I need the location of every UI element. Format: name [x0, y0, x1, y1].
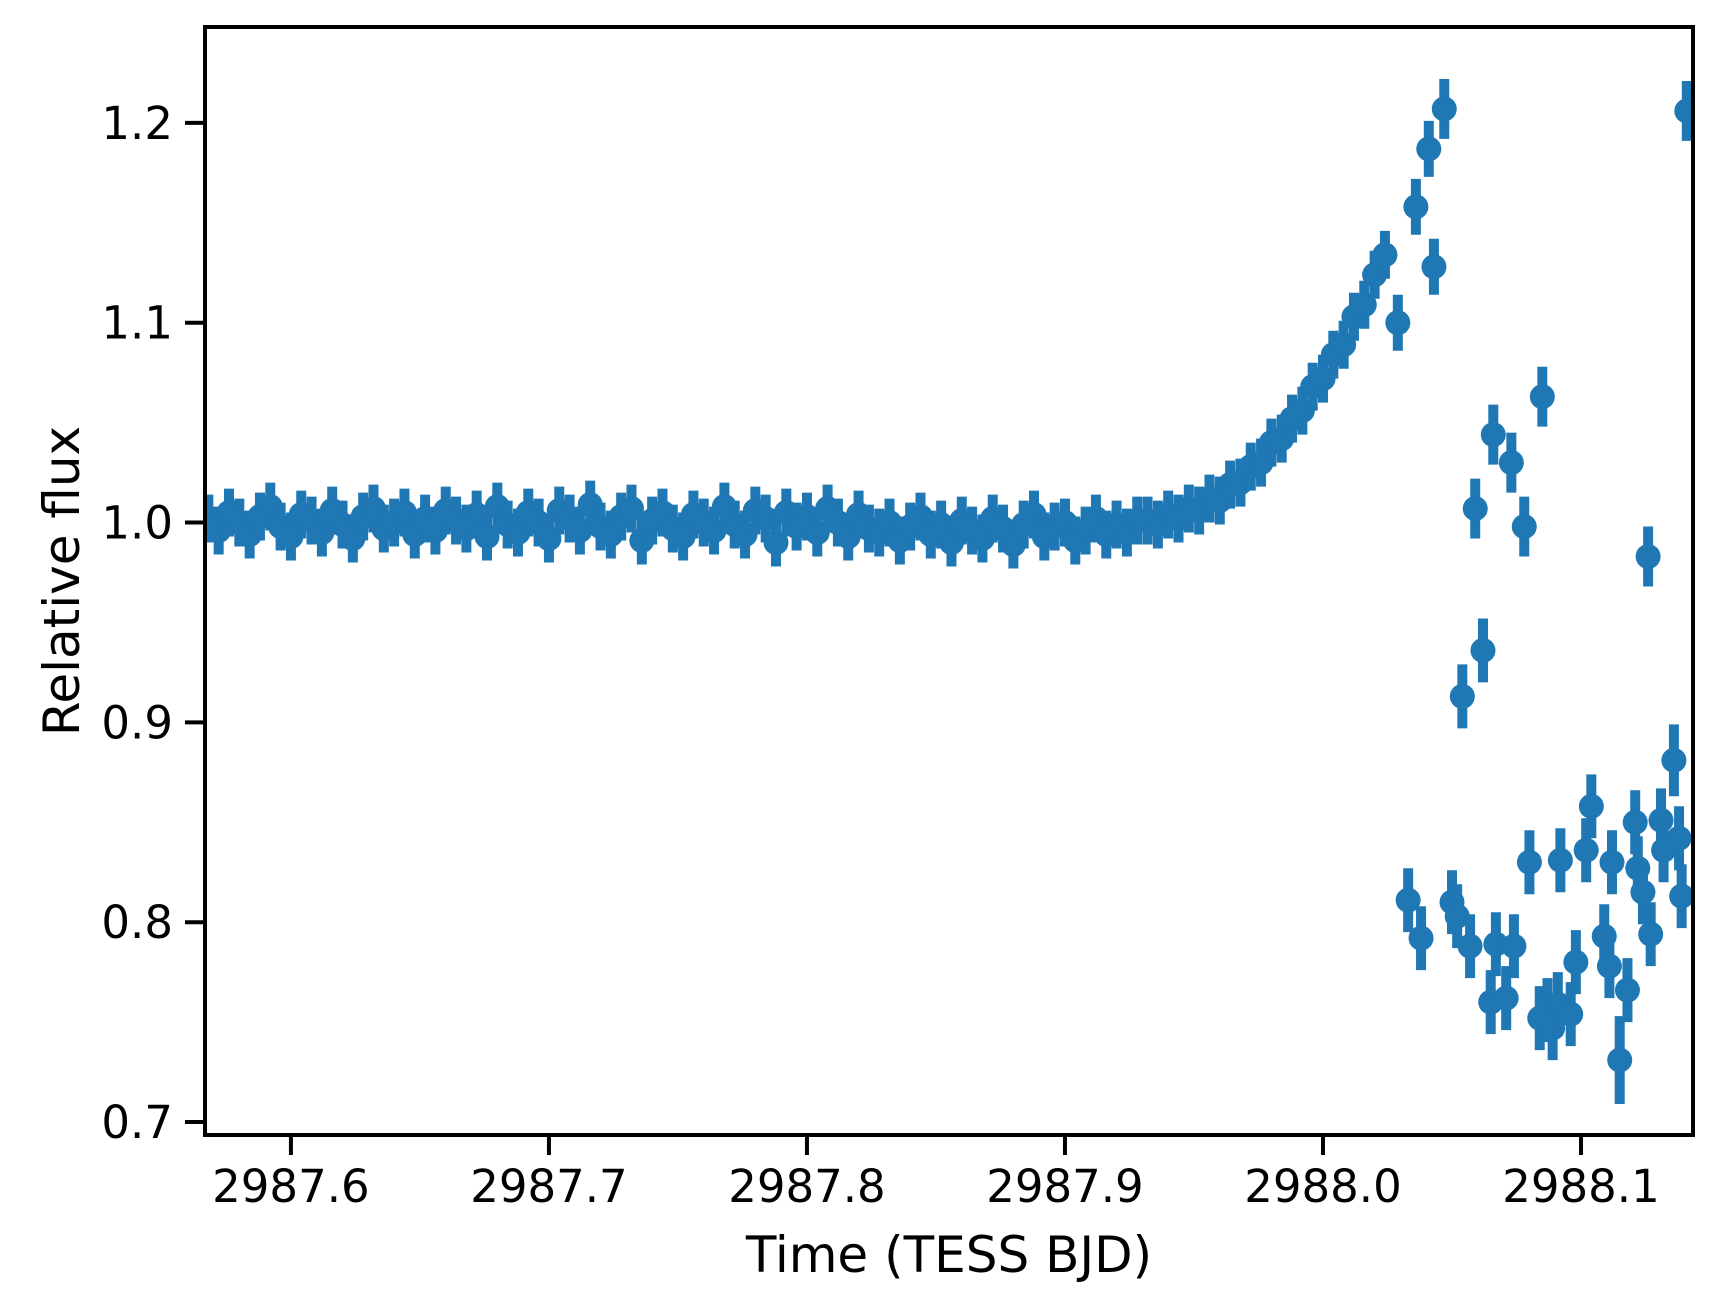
data-point-marker	[1470, 637, 1496, 663]
data-point-marker	[1547, 847, 1573, 873]
data-point-marker	[1622, 809, 1648, 835]
data-point-marker	[1408, 925, 1434, 951]
x-tick-label: 2987.7	[470, 1160, 627, 1213]
y-tick-label: 1.2	[101, 97, 173, 150]
data-point-marker	[1421, 254, 1447, 280]
x-axis-label: Time (TESS BJD)	[745, 1226, 1153, 1284]
data-point-marker	[1607, 1047, 1633, 1073]
data-point-marker	[1493, 985, 1519, 1011]
x-ticks: 2987.6 2987.7 2987.8 2987.9 2988.0 2988.1	[212, 1135, 1660, 1213]
data-point-marker	[1630, 879, 1656, 905]
data-point-marker	[1416, 136, 1442, 162]
data-point-marker	[1529, 384, 1555, 410]
x-tick-label: 2987.8	[728, 1160, 885, 1213]
data-points	[205, 78, 1693, 1105]
axes-spines	[203, 25, 1695, 1137]
data-point-marker	[619, 496, 645, 522]
y-tick-label: 0.9	[101, 696, 173, 749]
x-tick-label: 2988.1	[1502, 1160, 1659, 1213]
data-point-marker	[1501, 933, 1527, 959]
y-tick-label: 1.1	[101, 297, 173, 350]
data-point-marker	[1480, 422, 1506, 448]
y-axis-label: Relative flux	[33, 425, 91, 737]
data-point-marker	[1444, 903, 1470, 929]
y-ticks: 0.7 0.8 0.9 1.0 1.1 1.2	[101, 97, 205, 1149]
x-tick-label: 2987.9	[986, 1160, 1143, 1213]
data-point-marker	[1638, 921, 1664, 947]
data-point-marker	[1614, 977, 1640, 1003]
data-point-marker	[1483, 931, 1509, 957]
data-point-marker	[1462, 496, 1488, 522]
data-point-marker	[1498, 450, 1524, 476]
data-point-marker	[1457, 933, 1483, 959]
data-point-marker	[1395, 887, 1421, 913]
data-point-marker	[1674, 98, 1693, 124]
x-tick-label: 2988.0	[1244, 1160, 1401, 1213]
y-tick-label: 0.8	[101, 896, 173, 949]
data-point-marker	[1669, 883, 1693, 909]
data-point-marker	[1511, 514, 1537, 540]
data-point-marker	[1558, 1001, 1584, 1027]
data-point-marker	[1563, 949, 1589, 975]
data-point-marker	[1666, 825, 1692, 851]
data-point-marker	[1596, 953, 1622, 979]
data-point-marker	[1372, 242, 1398, 268]
data-point-marker	[1385, 310, 1411, 336]
data-point-marker	[1661, 747, 1687, 773]
data-point-marker	[1403, 194, 1429, 220]
data-point-marker	[1449, 683, 1475, 709]
data-point-marker	[1431, 96, 1457, 122]
y-tick-label: 1.0	[101, 497, 173, 550]
data-point-marker	[1578, 793, 1604, 819]
data-point-marker	[1635, 544, 1661, 570]
data-point-marker	[1573, 837, 1599, 863]
x-tick-label: 2987.6	[212, 1160, 369, 1213]
y-tick-label: 0.7	[101, 1096, 173, 1149]
data-point-marker	[1516, 849, 1542, 875]
data-point-marker	[1599, 849, 1625, 875]
